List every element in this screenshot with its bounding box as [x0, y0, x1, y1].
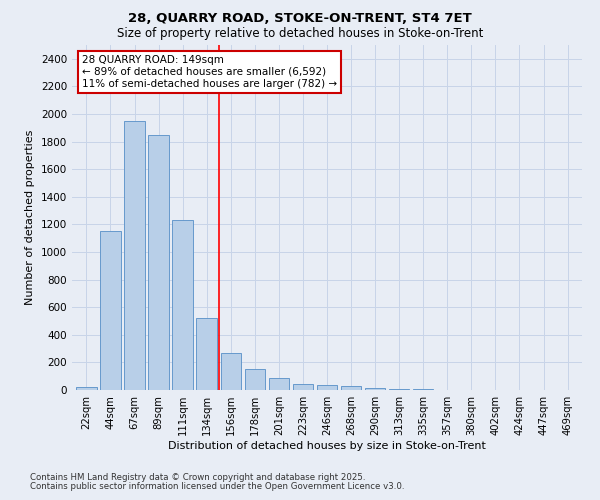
X-axis label: Distribution of detached houses by size in Stoke-on-Trent: Distribution of detached houses by size …	[168, 441, 486, 451]
Text: 28 QUARRY ROAD: 149sqm
← 89% of detached houses are smaller (6,592)
11% of semi-: 28 QUARRY ROAD: 149sqm ← 89% of detached…	[82, 56, 337, 88]
Bar	[317, 385, 337, 390]
Y-axis label: Number of detached properties: Number of detached properties	[25, 130, 35, 305]
Bar	[76, 387, 97, 390]
Bar	[245, 368, 265, 390]
Bar	[269, 378, 289, 390]
Text: 28, QUARRY ROAD, STOKE-ON-TRENT, ST4 7ET: 28, QUARRY ROAD, STOKE-ON-TRENT, ST4 7ET	[128, 12, 472, 26]
Text: Contains public sector information licensed under the Open Government Licence v3: Contains public sector information licen…	[30, 482, 404, 491]
Bar	[221, 352, 241, 390]
Bar	[172, 220, 193, 390]
Bar	[293, 384, 313, 390]
Bar	[341, 386, 361, 390]
Bar	[389, 389, 409, 390]
Bar	[365, 388, 385, 390]
Bar	[196, 318, 217, 390]
Bar	[148, 134, 169, 390]
Text: Size of property relative to detached houses in Stoke-on-Trent: Size of property relative to detached ho…	[117, 28, 483, 40]
Bar	[124, 121, 145, 390]
Bar	[100, 232, 121, 390]
Text: Contains HM Land Registry data © Crown copyright and database right 2025.: Contains HM Land Registry data © Crown c…	[30, 473, 365, 482]
